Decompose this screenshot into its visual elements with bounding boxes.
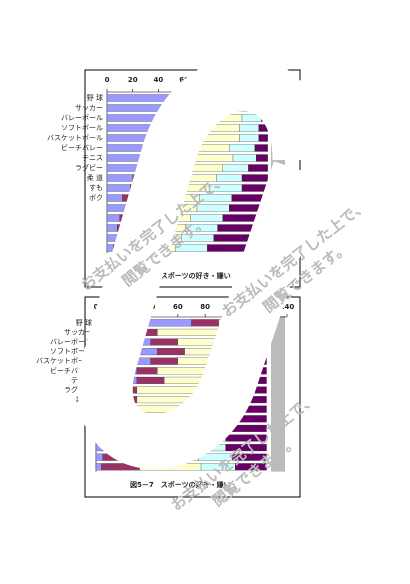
category-label: ソフトボール <box>61 124 103 132</box>
bar-segment <box>228 144 256 152</box>
bar-segment <box>106 224 118 232</box>
x-tick-label: 60 <box>173 303 183 311</box>
x-tick-label: 0 <box>105 76 110 84</box>
depth-shadow <box>271 316 285 472</box>
watermark-shape <box>77 56 328 470</box>
bar-segment <box>225 444 267 452</box>
bar-segment <box>136 376 165 384</box>
chart-caption: 図5－6 スポーツの好き・嫌い <box>130 271 231 280</box>
category-label: ボク <box>89 194 103 202</box>
bar-segment <box>232 453 267 461</box>
chart-caption: 図5－7 スポーツの好き・嫌い <box>130 480 231 489</box>
bar-segment <box>106 244 114 252</box>
bar-segment <box>150 357 179 365</box>
bar-segment <box>235 463 267 471</box>
x-tick-label: 140 <box>280 303 295 311</box>
bar-segment <box>222 164 249 172</box>
category-label: バレーボール <box>50 338 92 346</box>
category-label: ソフトボール <box>50 348 92 356</box>
bar-segment <box>258 134 268 142</box>
bar-segment <box>241 184 268 192</box>
bar-segment <box>239 124 259 132</box>
bar-segment <box>157 328 219 336</box>
category-label: ビーチバレー <box>50 366 92 375</box>
category-label: すも <box>89 184 103 192</box>
category-label: テニス <box>82 154 103 162</box>
category-label: 野 球 <box>87 93 103 102</box>
bar-segment <box>106 194 123 202</box>
category-label: バスケットボール <box>47 134 103 142</box>
bar-segment <box>255 154 268 162</box>
category-label: ラグビー <box>75 163 103 172</box>
bar-segment <box>191 319 219 327</box>
category-label: バスケットボール <box>36 357 92 365</box>
x-tick-label: 20 <box>128 76 138 84</box>
bar-segment <box>106 184 131 192</box>
x-tick-label: 0 <box>94 303 99 311</box>
bar-segment <box>150 338 179 346</box>
bar-segment <box>95 463 102 471</box>
bar-segment <box>232 154 257 162</box>
bar-segment <box>136 386 199 394</box>
category-label: サッカー <box>75 104 103 112</box>
x-tick-label: 80 <box>200 303 210 311</box>
category-label: 野 球 <box>76 318 92 327</box>
bar-segment <box>248 164 268 172</box>
bar-segment <box>106 174 133 182</box>
bar-segment <box>106 214 121 222</box>
bar-segment <box>157 348 185 356</box>
bar-segment <box>95 453 103 461</box>
x-tick-label: 40 <box>154 76 164 84</box>
bar-segment <box>239 134 259 142</box>
bar-segment <box>254 144 268 152</box>
bar-segment <box>106 204 127 212</box>
category-label: 柔 道 <box>87 173 103 182</box>
category-label: サッカー <box>64 328 92 336</box>
category-label: ビーチバレー <box>61 143 103 152</box>
category-label: バレーボール <box>61 114 103 122</box>
bar-segment <box>241 174 268 182</box>
bar-segment <box>136 367 158 375</box>
